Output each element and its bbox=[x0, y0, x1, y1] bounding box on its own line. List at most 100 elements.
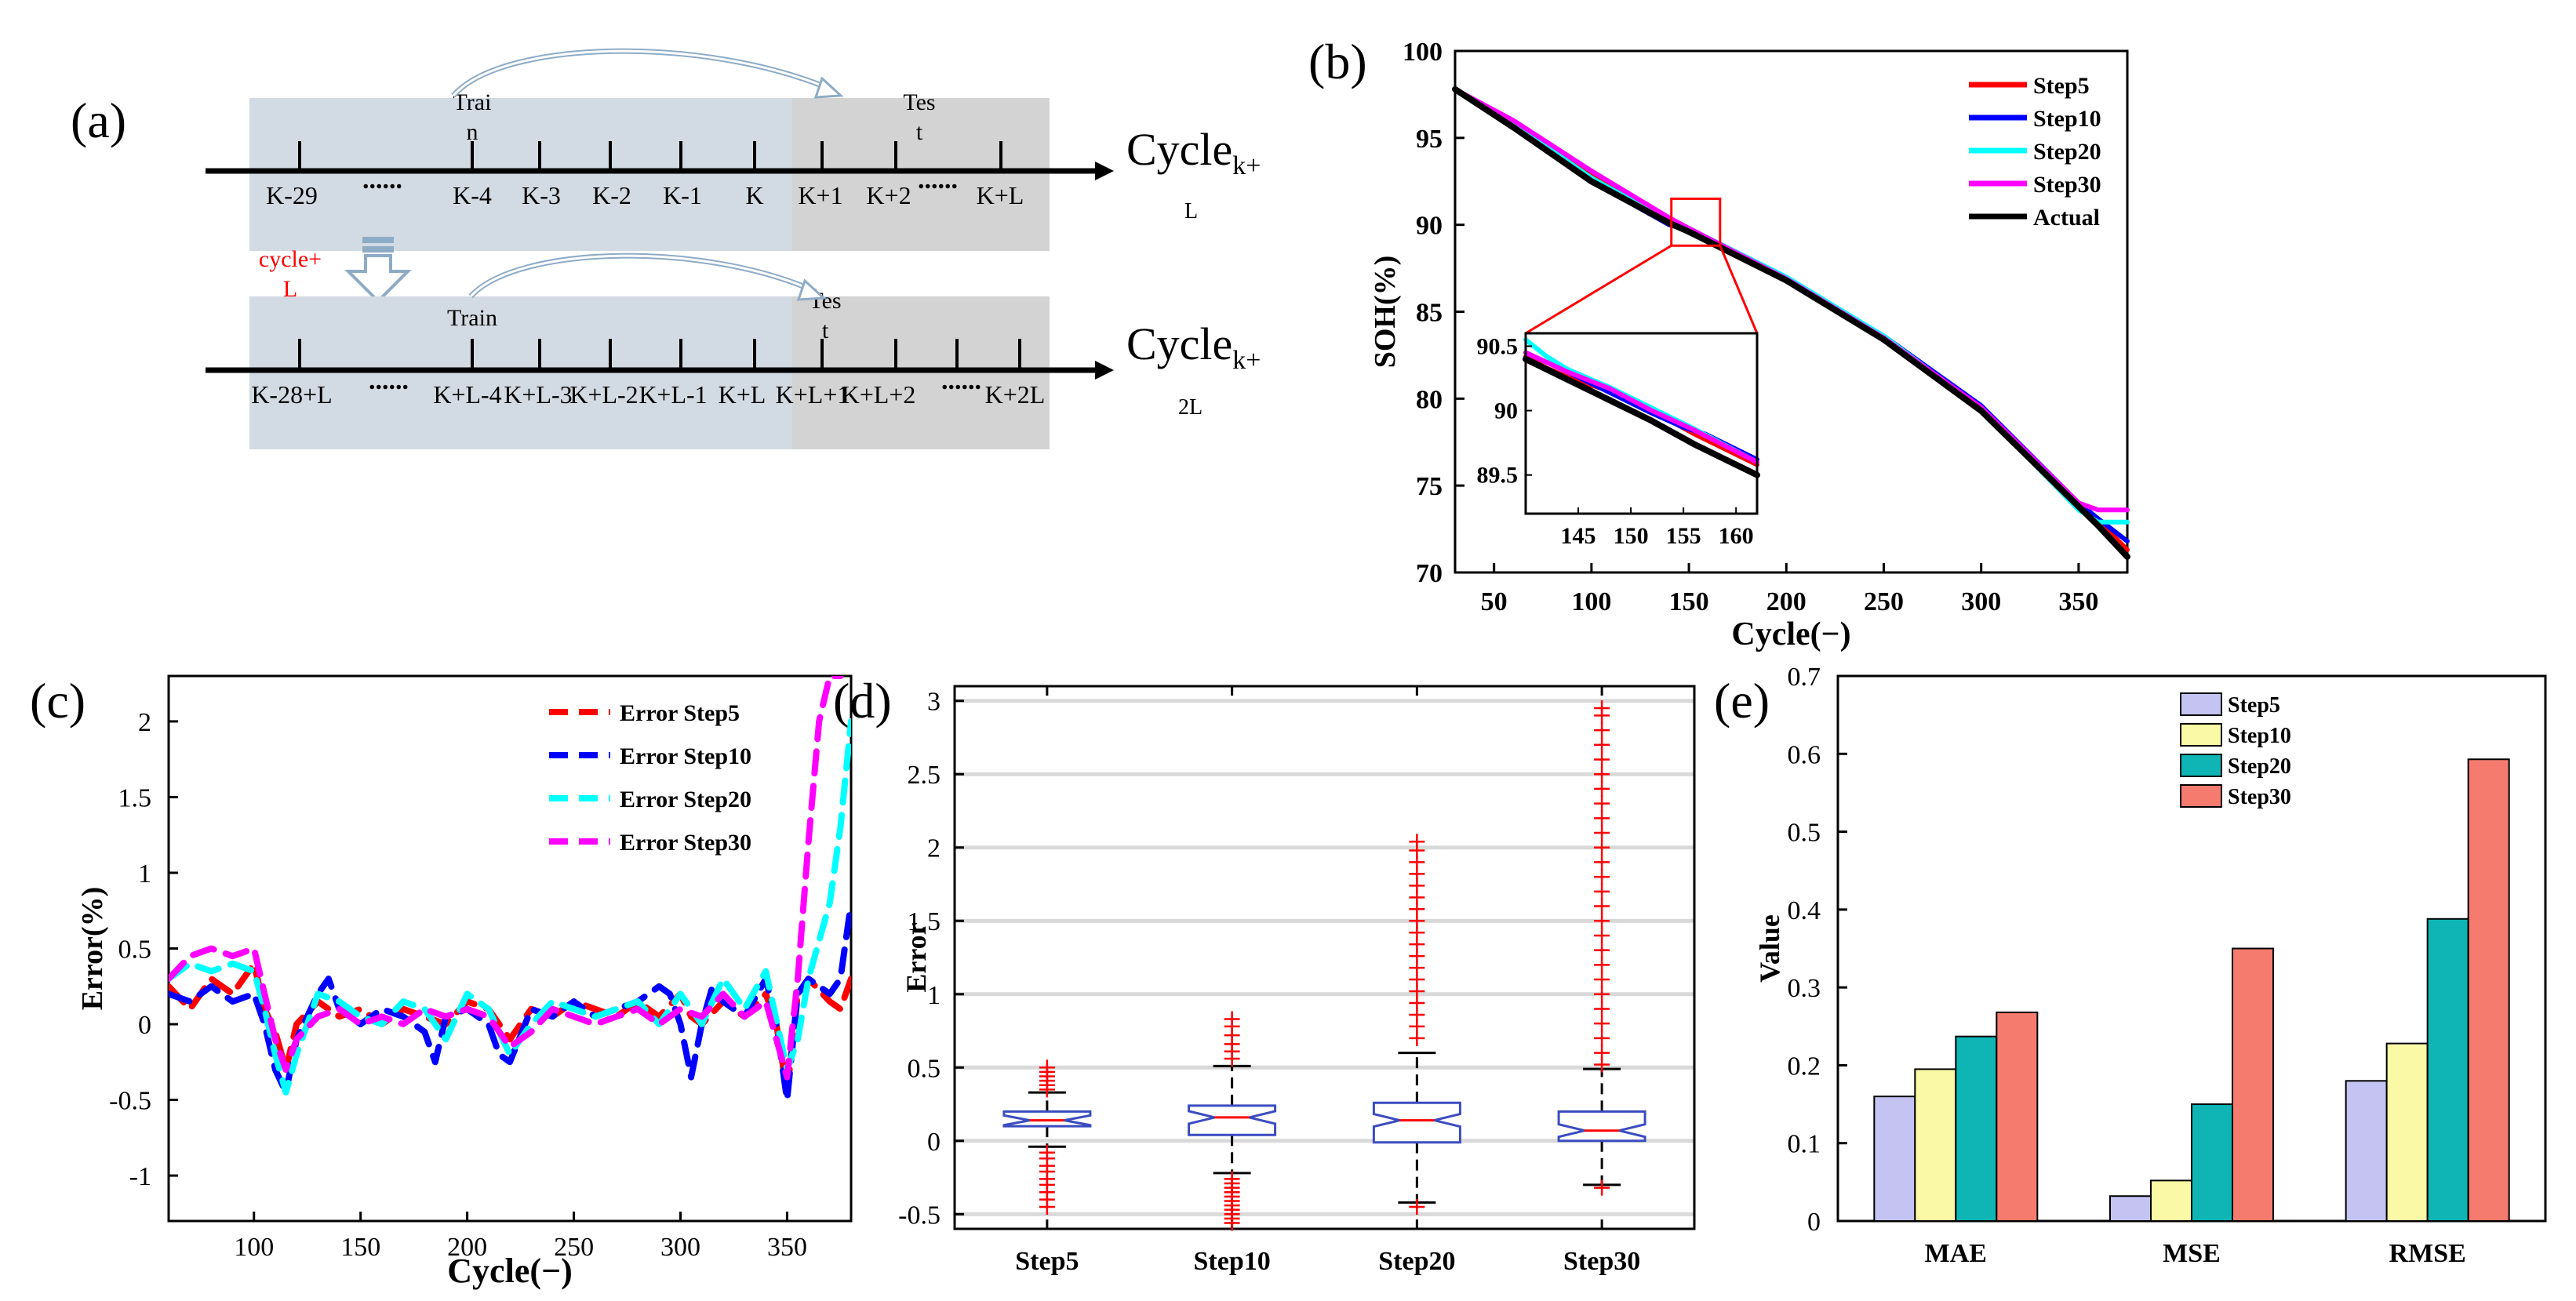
cycle-axis-tail-row1: L bbox=[1184, 199, 1198, 223]
cycle-axis-label-row2: Cyclek+ bbox=[1126, 318, 1261, 375]
curved-arrowhead-row1 bbox=[813, 76, 844, 99]
train-label-row1: Trai n bbox=[453, 89, 492, 145]
dots-row2: ...... bbox=[369, 366, 409, 395]
inset-series-line-Step30 bbox=[1523, 350, 1759, 465]
inset-x-tick-label: 145 bbox=[1561, 523, 1596, 549]
axes-frame bbox=[953, 685, 1696, 1230]
outlier-marker bbox=[1409, 834, 1425, 850]
x-tick-label: 150 bbox=[340, 1233, 380, 1262]
bar-Step5-MAE bbox=[1873, 1096, 1916, 1222]
timeline-tick-label: K-4 bbox=[453, 181, 492, 209]
x-tick-label: Step5 bbox=[1015, 1247, 1079, 1276]
outlier-marker bbox=[1594, 869, 1610, 885]
outlier-marker bbox=[1594, 972, 1610, 988]
box-Step5 bbox=[1002, 1059, 1092, 1215]
inset-background bbox=[1526, 333, 1757, 514]
timeline-tick-label: K+L bbox=[977, 181, 1024, 209]
curved-arrowhead-row2 bbox=[796, 278, 827, 301]
outlier-marker bbox=[1224, 1011, 1240, 1027]
box-body bbox=[1372, 1101, 1461, 1144]
cycle-axis-label-row1: Cyclek+ bbox=[1126, 124, 1261, 180]
y-tick-label: -0.5 bbox=[898, 1201, 941, 1230]
legend: Step5 Step10 Step20 Step30 bbox=[2180, 692, 2291, 809]
train-label-row2: Train bbox=[447, 305, 497, 331]
outlier-marker bbox=[1594, 942, 1610, 958]
legend-label: Step5 bbox=[2228, 693, 2280, 718]
timeline-tick-label: K+2L bbox=[985, 380, 1046, 409]
y-tick-label: 2.5 bbox=[908, 761, 941, 790]
y-tick-label: 70 bbox=[1416, 559, 1443, 588]
legend-label: Actual bbox=[2033, 205, 2100, 231]
y-tick-label: 2 bbox=[927, 834, 941, 863]
bar-Step20-MAE bbox=[1955, 1035, 1998, 1223]
box-body bbox=[1557, 1110, 1646, 1143]
x-tick-label: 50 bbox=[1481, 587, 1508, 616]
outlier-marker bbox=[1594, 751, 1610, 768]
series-group bbox=[169, 676, 851, 1103]
y-axis-title: Value bbox=[1754, 914, 1785, 983]
y-tick-label: 3 bbox=[927, 688, 941, 717]
timeline-tick-label: K+L+2 bbox=[842, 380, 916, 409]
y-tick-label: 0 bbox=[138, 1011, 151, 1040]
outlier-marker bbox=[1594, 1030, 1610, 1046]
curved-arrow-row1-inner bbox=[452, 49, 834, 96]
y-tick-label: 100 bbox=[1403, 38, 1443, 67]
cycle-axis-tail-row2: 2L bbox=[1178, 395, 1202, 420]
x-tick-label: 300 bbox=[1961, 587, 2001, 616]
test-region-row1 bbox=[792, 98, 1050, 251]
curved-arrow-row2 bbox=[468, 253, 817, 299]
bar-Step20-RMSE bbox=[2426, 918, 2469, 1223]
x-tick-label: 200 bbox=[1766, 587, 1806, 616]
x-tick-label: 250 bbox=[1864, 587, 1904, 616]
y-tick-label: 0.1 bbox=[1788, 1130, 1821, 1159]
y-tick-label: 1 bbox=[927, 981, 941, 1010]
timeline-tick-label: K-28+L bbox=[251, 380, 332, 409]
bar-Step20-MSE bbox=[2191, 1103, 2233, 1222]
inset-x-tick-label: 160 bbox=[1719, 523, 1754, 549]
y-tick-label: 0 bbox=[927, 1128, 941, 1157]
bar-Step10-MAE bbox=[1914, 1068, 1957, 1222]
x-tick-label: 150 bbox=[1669, 587, 1709, 616]
x-tick-label: Step30 bbox=[1563, 1247, 1640, 1276]
outlier-marker bbox=[1594, 795, 1610, 812]
y-tick-label: 0.4 bbox=[1788, 896, 1821, 925]
outlier-marker bbox=[1594, 1001, 1610, 1017]
outlier-marker bbox=[1594, 1179, 1610, 1196]
train-region-row1 bbox=[249, 98, 799, 251]
y-axis-title: SOH(%) bbox=[1369, 256, 1402, 369]
legend-label: Step5 bbox=[2033, 73, 2090, 99]
x-tick-label: 100 bbox=[234, 1233, 274, 1262]
x-axis-title: Cycle(−) bbox=[447, 1252, 572, 1290]
timeline-tick-label: K+L-3 bbox=[504, 380, 572, 409]
timeline-tick-label: K+L-2 bbox=[569, 380, 638, 409]
inset-x-tick-label: 150 bbox=[1614, 523, 1649, 549]
panel-label-b: (b) bbox=[1308, 34, 1367, 89]
panel-label-c: (c) bbox=[30, 673, 86, 729]
legend-label: Step20 bbox=[2033, 139, 2101, 165]
inset-series-line-Actual bbox=[1523, 355, 1760, 478]
inset-y-tick-label: 90 bbox=[1494, 398, 1518, 424]
bar-Step5-RMSE bbox=[2345, 1080, 2388, 1223]
y-tick-label: 0.7 bbox=[1788, 663, 1821, 692]
panel-label-a: (a) bbox=[71, 93, 126, 148]
panel-a-schematic: (a) K-29 K-4 K-3 K-2 K-1 K K+1 K+2 K+L ...... ..… bbox=[71, 48, 1261, 449]
outlier-marker bbox=[1594, 780, 1610, 797]
legend-swatch bbox=[2180, 723, 2222, 747]
x-tick-label: 300 bbox=[660, 1233, 700, 1262]
y-tick-label: 80 bbox=[1416, 385, 1443, 414]
legend: Error Step5 Error Step10 Error Step20 Error… bbox=[549, 700, 751, 856]
outlier-marker bbox=[1594, 913, 1610, 929]
dots-row1b: ...... bbox=[918, 165, 958, 194]
zoom-connector bbox=[1525, 244, 1672, 335]
x-tick-label: 350 bbox=[767, 1233, 807, 1262]
outlier-marker bbox=[1594, 810, 1610, 827]
x-tick-label: 350 bbox=[2058, 587, 2098, 616]
zoom-connector bbox=[1719, 245, 1759, 334]
timeline-tick-label: K-29 bbox=[266, 181, 318, 209]
y-tick-label: 0 bbox=[1807, 1208, 1821, 1237]
y-tick-label: 0.5 bbox=[118, 936, 152, 965]
outlier-marker bbox=[1039, 1198, 1055, 1215]
outlier-marker bbox=[1594, 854, 1610, 870]
dots-row2b: ...... bbox=[941, 366, 981, 395]
